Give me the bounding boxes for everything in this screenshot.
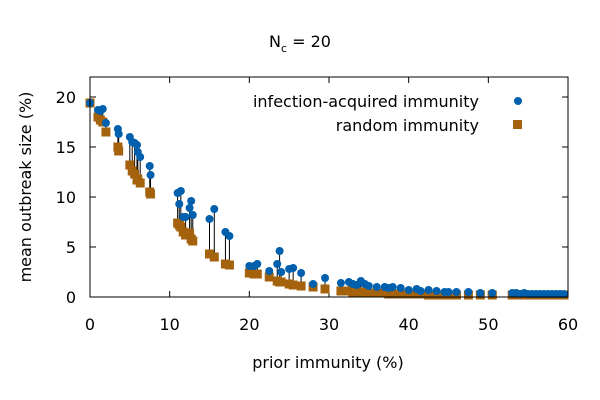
infection-immunity-point [175, 200, 184, 208]
infection-immunity-point [114, 130, 123, 138]
random-immunity-point [130, 169, 140, 179]
x-tick-label: 30 [319, 315, 339, 334]
random-immunity-point [209, 252, 219, 262]
x-tick-label: 60 [558, 315, 578, 334]
chart-title-main: N [269, 32, 281, 51]
random-immunity-point [188, 236, 198, 246]
y-axis-label: mean outbreak size (%) [16, 92, 35, 283]
random-immunity-point [101, 127, 111, 137]
infection-immunity-point [273, 260, 282, 268]
y-tick-label: 10 [56, 188, 76, 207]
y-tick-label: 15 [56, 138, 76, 157]
infection-immunity-point [275, 247, 284, 255]
random-immunity-point [114, 146, 124, 156]
y-tick-label: 20 [56, 88, 76, 107]
random-immunity-point [396, 289, 406, 299]
infection-immunity-point [187, 197, 196, 205]
y-tick-label: 5 [66, 238, 76, 257]
infection-immunity-point [372, 283, 381, 291]
infection-immunity-point [424, 286, 433, 294]
legend-marker-random [513, 120, 522, 129]
random-immunity-point [185, 228, 195, 238]
infection-immunity-point [396, 284, 405, 292]
x-tick-label: 40 [398, 315, 418, 334]
legend-label-random: random immunity [336, 116, 479, 135]
infection-immunity-point [488, 289, 497, 297]
infection-immunity-point [277, 268, 286, 276]
legend-label-infection: infection-acquired immunity [253, 92, 479, 111]
random-immunity-point [176, 222, 186, 232]
x-axis-label: prior immunity (%) [252, 353, 404, 372]
random-immunity-point [276, 277, 286, 287]
infection-immunity-point [444, 288, 453, 296]
infection-immunity-point [464, 288, 473, 296]
random-immunity-point [424, 290, 434, 300]
random-immunity-point [264, 272, 274, 282]
x-tick-label: 20 [239, 315, 259, 334]
infection-immunity-point [560, 290, 569, 298]
random-immunity-point [244, 268, 254, 278]
infection-immunity-point [265, 267, 274, 275]
infection-immunity-point [188, 211, 197, 219]
random-immunity-point [372, 288, 382, 298]
random-immunity-point [252, 269, 262, 279]
random-immunity-point [224, 260, 234, 270]
infection-immunity-point [336, 279, 345, 287]
random-immunity-point [288, 280, 298, 290]
infection-immunity-point [416, 287, 425, 295]
legend-marker-infection [514, 97, 522, 105]
random-immunity-point [205, 249, 214, 259]
infection-immunity-point [181, 213, 190, 221]
legend: infection-acquired immunity random immun… [253, 92, 522, 135]
infection-immunity-point [309, 280, 318, 288]
infection-immunity-point [289, 264, 298, 272]
infection-immunity-point [225, 232, 234, 240]
chart-title-subscript: c [281, 42, 287, 55]
chart-title: Nc = 20 [269, 32, 331, 55]
y-tick-label: 0 [66, 288, 76, 307]
infection-immunity-point [321, 274, 330, 282]
random-immunity-point [296, 281, 306, 291]
infection-immunity-point [476, 289, 485, 297]
infection-immunity-point [364, 282, 373, 290]
random-immunity-point [320, 284, 330, 294]
infection-immunity-point [388, 283, 397, 291]
infection-immunity-point [210, 205, 219, 213]
infection-immunity-point [432, 287, 441, 295]
infection-immunity-point [452, 288, 461, 296]
random-immunity-point [146, 189, 156, 199]
infection-immunity-point [205, 215, 214, 223]
x-tick-label: 0 [85, 315, 95, 334]
infection-immunity-point [145, 162, 154, 170]
random-immunity-point [135, 178, 145, 188]
infection-immunity-point [253, 260, 262, 268]
random-immunity-point [336, 286, 346, 296]
random-immunity-point [388, 289, 398, 299]
infection-immunity-point [146, 171, 155, 179]
infection-immunity-point [404, 286, 413, 294]
chart-title-rest: = 20 [287, 32, 331, 51]
infection-immunity-point [101, 119, 110, 127]
infection-immunity-point [136, 153, 145, 161]
random-immunity-point [364, 288, 374, 298]
infection-immunity-point [185, 204, 194, 212]
plot-frame [89, 76, 569, 298]
infection-immunity-point [98, 105, 107, 113]
infection-immunity-point [297, 269, 306, 277]
infection-immunity-point [133, 141, 142, 149]
x-tick-label: 10 [159, 315, 179, 334]
infection-immunity-point [176, 187, 185, 195]
x-tick-label: 50 [478, 315, 498, 334]
random-immunity-point [125, 160, 135, 170]
